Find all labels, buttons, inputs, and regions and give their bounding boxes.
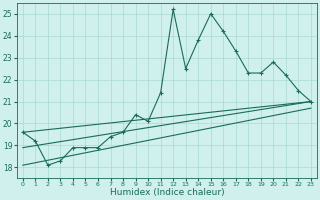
X-axis label: Humidex (Indice chaleur): Humidex (Indice chaleur) (109, 188, 224, 197)
